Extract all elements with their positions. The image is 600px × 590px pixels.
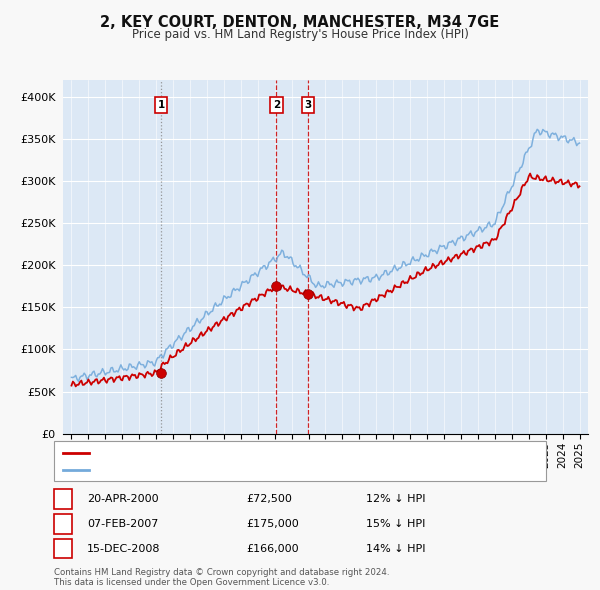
Text: 2: 2 (273, 100, 280, 110)
Text: £175,000: £175,000 (246, 519, 299, 529)
Text: 07-FEB-2007: 07-FEB-2007 (87, 519, 158, 529)
Text: 3: 3 (304, 100, 311, 110)
Text: £166,000: £166,000 (246, 544, 299, 553)
Text: 12% ↓ HPI: 12% ↓ HPI (366, 494, 425, 504)
Text: 15-DEC-2008: 15-DEC-2008 (87, 544, 161, 553)
Text: Contains HM Land Registry data © Crown copyright and database right 2024.
This d: Contains HM Land Registry data © Crown c… (54, 568, 389, 587)
Text: Price paid vs. HM Land Registry's House Price Index (HPI): Price paid vs. HM Land Registry's House … (131, 28, 469, 41)
Text: 20-APR-2000: 20-APR-2000 (87, 494, 158, 504)
Text: 1: 1 (158, 100, 165, 110)
Text: 2, KEY COURT, DENTON, MANCHESTER, M34 7GE: 2, KEY COURT, DENTON, MANCHESTER, M34 7G… (100, 15, 500, 30)
Text: £72,500: £72,500 (246, 494, 292, 504)
Text: 1: 1 (59, 494, 67, 504)
Text: HPI: Average price, detached house, Tameside: HPI: Average price, detached house, Tame… (93, 464, 335, 474)
Text: 2, KEY COURT, DENTON, MANCHESTER, M34 7GE (detached house): 2, KEY COURT, DENTON, MANCHESTER, M34 7G… (93, 448, 443, 458)
Text: 2: 2 (59, 519, 67, 529)
Text: 3: 3 (59, 544, 67, 553)
Text: 15% ↓ HPI: 15% ↓ HPI (366, 519, 425, 529)
Text: 14% ↓ HPI: 14% ↓ HPI (366, 544, 425, 553)
